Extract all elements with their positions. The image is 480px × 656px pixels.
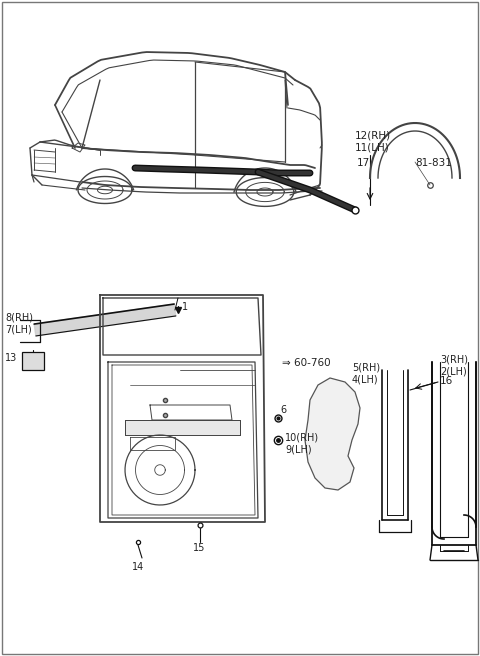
Text: 13: 13	[5, 353, 17, 363]
Text: 10(RH): 10(RH)	[285, 432, 319, 442]
Text: 3(RH): 3(RH)	[440, 354, 468, 364]
Polygon shape	[305, 378, 360, 490]
Text: 11(LH): 11(LH)	[355, 143, 390, 153]
Text: ⇒ 60-760: ⇒ 60-760	[282, 358, 331, 368]
Polygon shape	[125, 420, 240, 435]
Text: 9(LH): 9(LH)	[285, 444, 312, 454]
Text: 6: 6	[280, 405, 286, 415]
Polygon shape	[34, 304, 176, 336]
Text: 14: 14	[132, 562, 144, 572]
Text: 17: 17	[357, 158, 370, 168]
Text: 12(RH): 12(RH)	[355, 130, 391, 140]
Text: 4(LH): 4(LH)	[352, 374, 379, 384]
Text: 2(LH): 2(LH)	[440, 366, 467, 376]
Text: 1: 1	[182, 302, 188, 312]
Text: 16: 16	[440, 376, 453, 386]
Text: 81-831: 81-831	[415, 158, 452, 168]
Text: 5(RH): 5(RH)	[352, 362, 380, 372]
Text: 15: 15	[193, 543, 205, 553]
Text: 8(RH): 8(RH)	[5, 312, 33, 322]
Text: 7(LH): 7(LH)	[5, 324, 32, 334]
FancyBboxPatch shape	[22, 352, 44, 370]
